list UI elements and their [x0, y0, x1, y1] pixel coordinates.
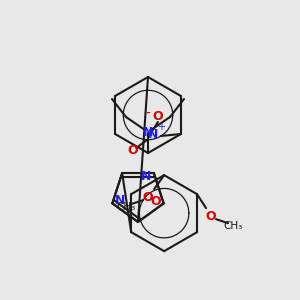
Text: O: O — [128, 143, 138, 157]
Text: -: - — [146, 107, 150, 121]
Text: O: O — [153, 110, 163, 122]
Text: O: O — [143, 191, 153, 204]
Text: CH₃: CH₃ — [224, 221, 243, 231]
Text: N: N — [148, 128, 158, 140]
Text: +: + — [157, 122, 165, 132]
Text: N: N — [115, 194, 125, 207]
Text: N: N — [143, 127, 153, 140]
Text: CH₃: CH₃ — [116, 202, 136, 212]
Text: N: N — [141, 170, 151, 183]
Text: O: O — [150, 195, 161, 208]
Text: O: O — [206, 210, 216, 223]
